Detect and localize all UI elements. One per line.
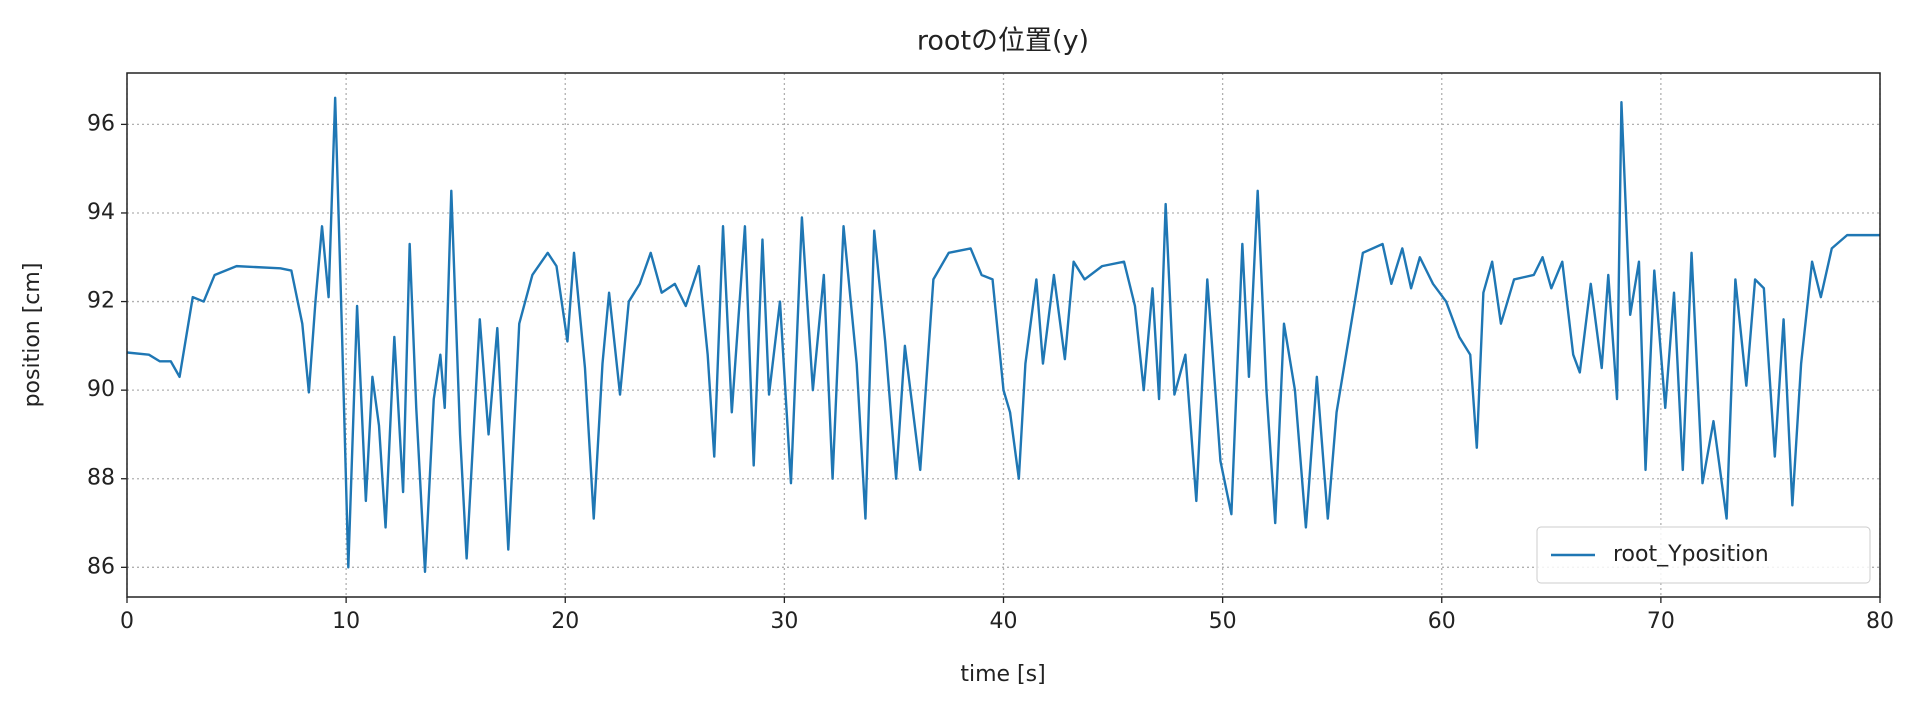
chart-title: rootの位置(y)	[917, 26, 1089, 57]
x-tick-label: 60	[1428, 609, 1456, 634]
x-tick-label: 20	[551, 609, 579, 634]
plot-frame	[126, 72, 1881, 598]
y-tick-label: 96	[87, 111, 115, 136]
y-tick-label: 86	[87, 554, 115, 579]
x-tick-label: 40	[990, 609, 1018, 634]
x-axis-label: time [s]	[960, 662, 1045, 687]
legend-box	[1536, 526, 1871, 584]
y-tick-label: 90	[87, 377, 115, 402]
data-line	[126, 96, 1880, 573]
x-tick-label: 80	[1866, 609, 1894, 634]
x-tick-label: 10	[332, 609, 360, 634]
y-tick-label: 92	[87, 289, 115, 314]
y-tick-label: 88	[87, 466, 115, 491]
y-tick-label: 94	[87, 200, 115, 225]
x-tick-label: 50	[1209, 609, 1237, 634]
x-tick-label: 0	[120, 609, 134, 634]
legend-label: root_Yposition	[1613, 542, 1769, 567]
x-tick-label: 30	[770, 609, 798, 634]
x-tick-label: 70	[1647, 609, 1675, 634]
y-axis-label: position [cm]	[20, 263, 45, 408]
